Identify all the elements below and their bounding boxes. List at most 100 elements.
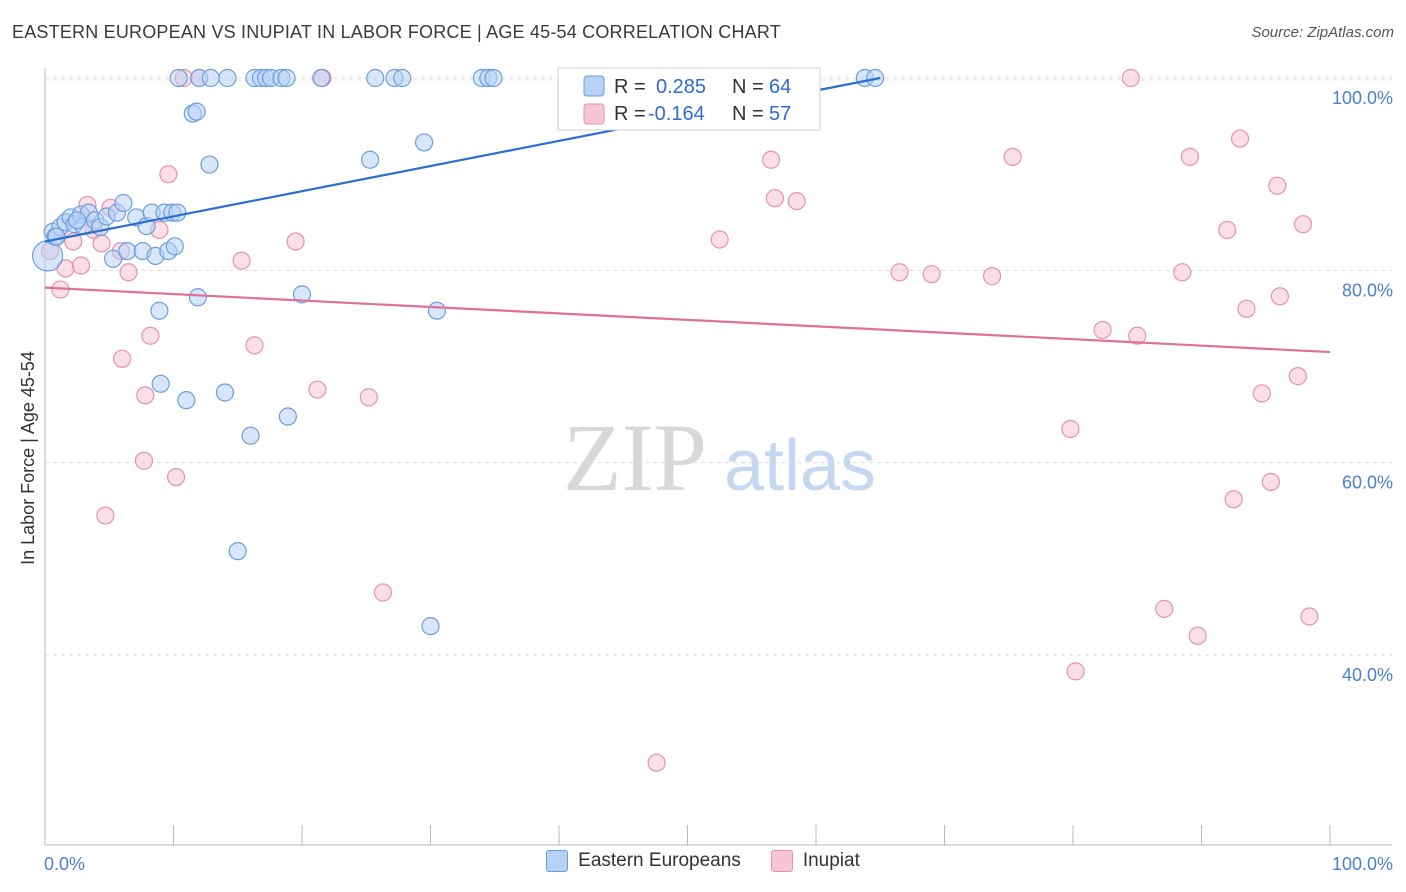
eastern-european-point [427,301,447,320]
inupiat-point [373,583,393,602]
legend-n-value: 64 [769,76,791,98]
legend-swatch-blue [583,75,605,97]
legend-swatch-inupiat [770,850,793,872]
x-tick-label: 100.0% [1332,854,1393,874]
inupiat-point [787,191,806,211]
inupiat-point [1173,263,1192,282]
eastern-european-point [151,374,170,393]
inupiat-point [112,349,132,368]
inupiat-point [92,234,111,253]
legend-r-label: R = [614,103,646,125]
watermark: ZIP atlas [563,404,876,511]
inupiat-point [765,189,784,208]
inupiat-point [647,753,666,772]
legend-r-value: -0.164 [648,103,705,125]
inupiat-point [359,388,378,407]
inupiat-point [136,386,155,405]
eastern-european-point [114,193,133,213]
inupiat-point [1300,607,1319,626]
inupiat-trendline [44,286,1331,354]
eastern-european-point [47,227,66,246]
inupiat-point [1218,220,1237,240]
inupiat-point [1293,215,1313,234]
legend-item-inupiat[interactable]: Inupiat [770,850,860,872]
eastern-european-point [484,68,503,88]
inupiat-point [1268,176,1287,195]
inupiat-point [1128,326,1147,345]
legend-n-label: N = [732,76,764,98]
eastern-european-point [366,68,385,88]
inupiat-point [1188,626,1207,645]
bottom-legend: Eastern Europeans Inupiat [0,850,1406,872]
inupiat-point [761,150,781,169]
eastern-european-points [31,68,885,636]
inupiat-point [245,336,264,355]
inupiat-point [166,467,186,487]
inupiat-point [159,165,178,184]
inupiat-point [96,506,115,525]
watermark-zip: ZIP [563,404,707,511]
watermark-atlas: atlas [724,426,876,506]
y-tick-label: 80.0% [1342,280,1393,300]
inupiat-point [1003,147,1022,166]
eastern-european-point [421,617,440,636]
eastern-european-point [177,391,196,410]
inupiat-point [286,232,305,251]
y-tick-label: 100.0% [1332,88,1393,108]
legend-label: Eastern Europeans [578,850,741,871]
y-tick-label: 40.0% [1342,665,1393,685]
chart-title: EASTERN EUROPEAN VS INUPIAT IN LABOR FOR… [12,22,781,42]
inupiat-point [1093,320,1112,340]
inupiat-point [1224,490,1243,509]
inupiat-point [1121,68,1140,88]
eastern-european-point [168,203,187,222]
legend-label: Inupiat [802,850,860,871]
inupiat-point [1061,419,1080,439]
legend-swatch-eastern-europeans [546,850,569,872]
inupiat-point [890,263,909,282]
eastern-european-point [393,68,412,88]
legend-swatch-pink [583,103,605,125]
eastern-european-point [277,68,296,88]
y-axis-label: In Labor Force | Age 45-54 [18,351,38,565]
inupiat-point [710,230,729,249]
eastern-european-point [169,68,188,88]
eastern-european-point [68,211,87,230]
inupiat-point [119,263,138,282]
inupiat-point [232,251,251,270]
inupiat-point [922,265,941,284]
inupiat-point [982,267,1002,286]
legend-n-value: 57 [769,103,791,125]
inupiat-point [308,380,327,399]
inupiat-point [1252,384,1271,403]
eastern-european-point [414,133,434,152]
inupiat-point [1270,287,1289,306]
source-label: Source: ZipAtlas.com [1251,24,1394,41]
eastern-european-point [150,301,169,320]
inupiat-point [1261,472,1280,491]
eastern-european-point [228,542,247,561]
eastern-european-point [361,150,380,169]
eastern-european-point [200,155,219,174]
legend-r-value: 0.285 [656,76,706,98]
tick-labels: 100.0% 80.0% 60.0% 40.0% 0.0% 100.0% [44,88,1393,874]
x-tick-label: 0.0% [44,854,85,874]
inupiat-point [1155,599,1174,618]
eastern-european-point [104,249,123,268]
inupiat-point [1288,367,1307,386]
axes [44,68,1392,846]
eastern-european-point [278,407,297,426]
eastern-european-point [215,383,234,402]
eastern-european-point [118,242,137,261]
legend-item-eastern-europeans[interactable]: Eastern Europeans [546,850,741,872]
eastern-european-point [201,68,220,88]
legend-r-label: R = [614,76,646,98]
eastern-european-point [312,68,331,88]
eastern-european-point [292,285,312,304]
inupiat-point [1237,299,1256,318]
eastern-european-point [241,426,260,445]
legend-n-label: N = [732,103,764,125]
eastern-european-point [188,288,208,307]
inupiat-point [141,326,160,345]
